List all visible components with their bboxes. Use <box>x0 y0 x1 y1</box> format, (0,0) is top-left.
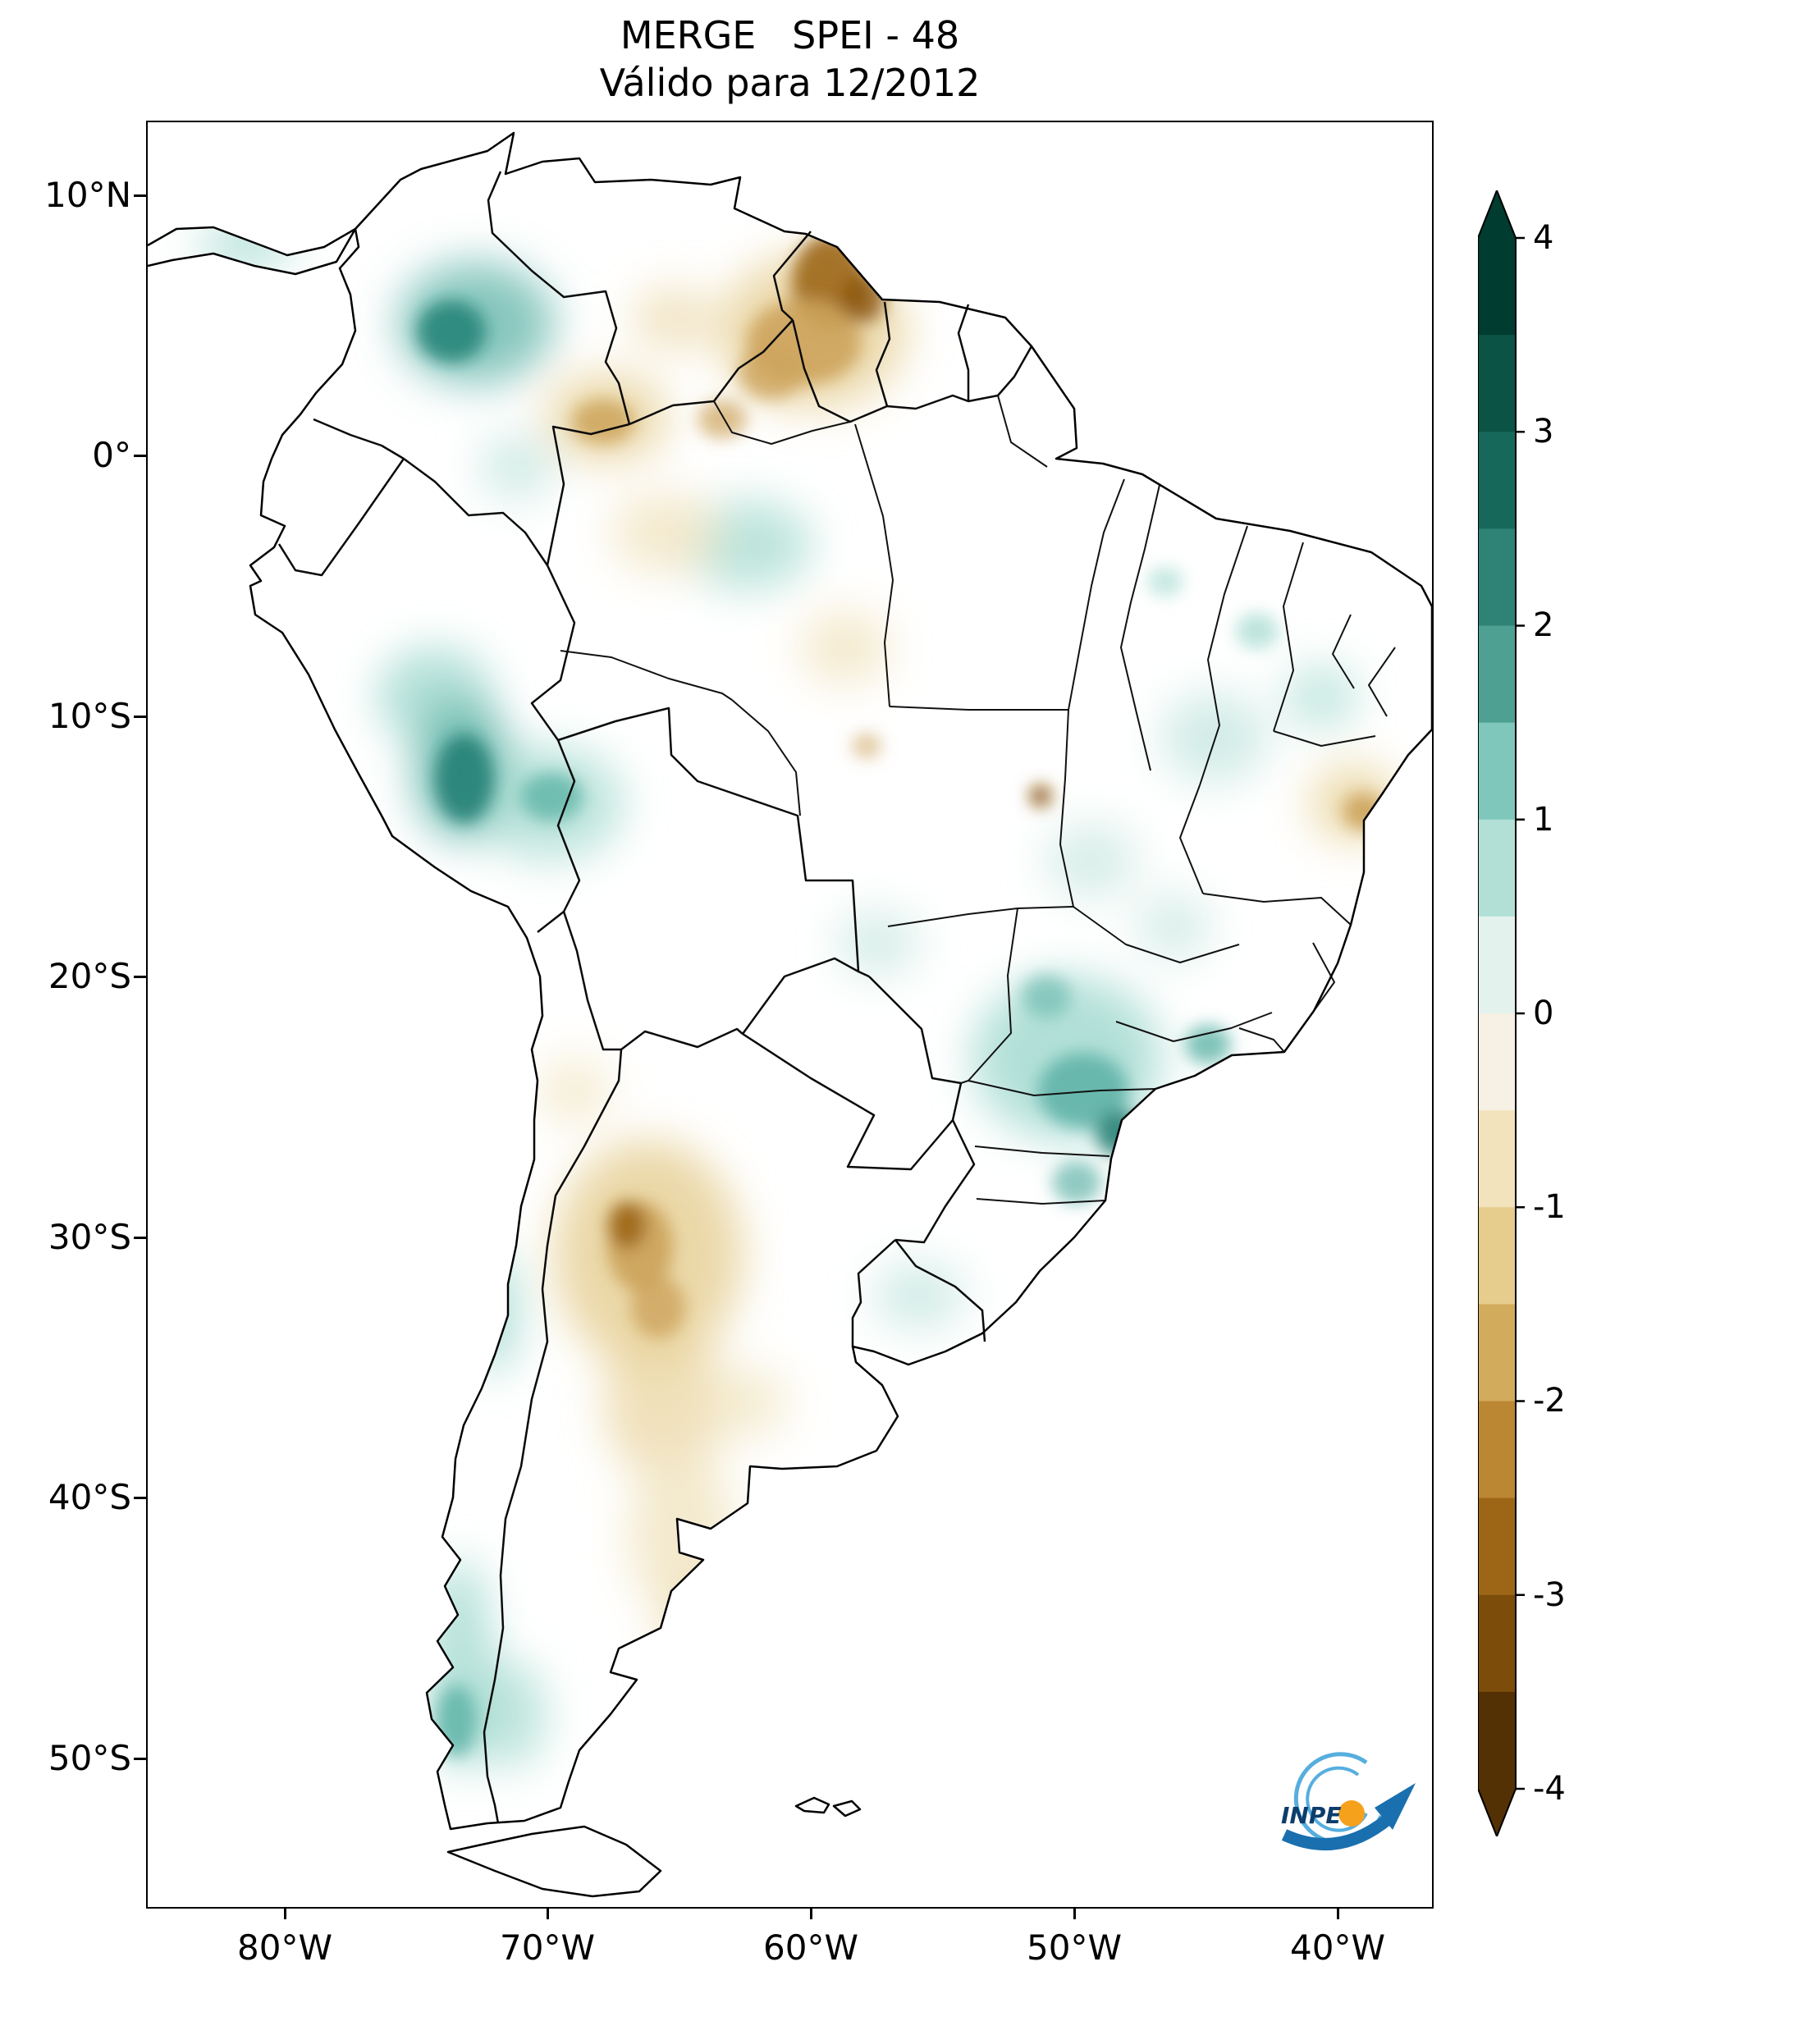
colorbar-gradient <box>1478 238 1516 1790</box>
axis-tick-mark <box>134 715 146 718</box>
axis-tick-mark <box>1073 1907 1076 1919</box>
y-tick-label: 40°S <box>48 1477 131 1517</box>
axis-tick-mark <box>546 1907 549 1919</box>
country-borders <box>277 171 1033 1824</box>
logo-arrow-shaft <box>1281 1815 1391 1850</box>
colorbar-tick-label: 3 <box>1533 413 1554 450</box>
colorbar-tick-label: 4 <box>1533 219 1554 257</box>
axis-tick-mark <box>1336 1907 1339 1919</box>
colorbar-tick-label: 2 <box>1533 606 1554 644</box>
x-tick-label: 50°W <box>1027 1927 1122 1968</box>
coastline <box>148 131 1432 1898</box>
y-tick-label: 50°S <box>48 1738 131 1778</box>
x-tick-label: 60°W <box>763 1927 858 1968</box>
map-frame <box>146 121 1434 1909</box>
south-america-spei-map <box>148 131 1432 1898</box>
inpe-logo-text: INPE <box>1281 1802 1342 1829</box>
axis-tick-mark <box>134 975 146 978</box>
colorbar-extend-bottom <box>1478 1789 1516 1836</box>
axis-tick-mark <box>134 1236 146 1239</box>
axis-tick-mark <box>134 1496 146 1499</box>
title-line2: Válido para 12/2012 <box>599 61 981 105</box>
logo-arrow-head <box>1375 1783 1416 1830</box>
spei-local-cores <box>417 235 1385 1757</box>
x-tick-label: 80°W <box>237 1927 332 1968</box>
y-tick-label: 30°S <box>48 1217 131 1257</box>
x-tick-label: 40°W <box>1290 1927 1385 1968</box>
inpe-logo: INPE <box>1281 1752 1416 1850</box>
logo-orange-sphere <box>1338 1800 1365 1827</box>
colorbar-tick-label: -2 <box>1533 1382 1566 1420</box>
colorbar-extend-top <box>1478 190 1516 238</box>
axis-tick-mark <box>809 1907 812 1919</box>
colorbar-tick-label: -3 <box>1533 1576 1566 1614</box>
state-borders <box>560 395 1396 1205</box>
figure-title: MERGE SPEI - 48 Válido para 12/2012 <box>148 11 1432 107</box>
axis-tick-mark <box>283 1907 286 1919</box>
colorbar-tick-label: 0 <box>1533 995 1554 1032</box>
y-tick-label: 10°S <box>48 696 131 736</box>
axis-tick-mark <box>134 1757 146 1760</box>
colorbar-tick-label: -4 <box>1533 1770 1566 1808</box>
y-tick-label: 10°N <box>44 175 131 215</box>
colorbar <box>1478 190 1525 1836</box>
colorbar-tick-label: -1 <box>1533 1188 1566 1226</box>
axis-tick-mark <box>134 454 146 457</box>
spei-raster-field <box>148 133 1432 1896</box>
axis-tick-mark <box>134 194 146 197</box>
x-tick-label: 70°W <box>500 1927 595 1968</box>
colorbar-tick-marks <box>1516 236 1525 1790</box>
title-line1: MERGE SPEI - 48 <box>620 13 960 57</box>
y-tick-label: 20°S <box>48 956 131 996</box>
logo-swirl-inner <box>1306 1766 1368 1832</box>
colorbar-tick-label: 1 <box>1533 801 1554 839</box>
y-tick-label: 0° <box>92 435 131 475</box>
